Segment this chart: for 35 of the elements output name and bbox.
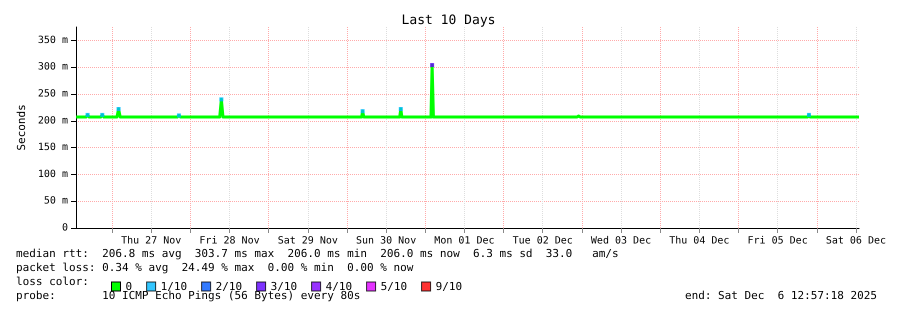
text: median rtt: 206.8 ms avg 303.7 ms max 206.0 ms min 206.0 ms now 6.3 ms sd 33.0 am/s [16, 247, 619, 260]
point [219, 97, 224, 102]
x-tick-label: Sat 06 Dec [826, 236, 886, 246]
legend-title: loss color: [16, 275, 89, 288]
point [116, 107, 121, 112]
x-tick-label: Wed 03 Dec [590, 236, 652, 246]
y-tick-label: 0 [62, 222, 68, 234]
text: end: Sat Dec 6 12:57:18 2025 [684, 289, 878, 302]
x-tick-label: Sat 29 Nov [278, 236, 338, 246]
legend-label: 5/10 [380, 280, 408, 293]
y-tick-label: 100 m [38, 168, 68, 180]
point [100, 112, 104, 117]
y-tick-label: 250 m [38, 88, 68, 100]
x-tick-label: Thu 27 Nov [121, 236, 182, 246]
y-tick-label: 150 m [38, 142, 68, 154]
text: packet loss: 0.34 % avg 24.49 % max 0.00 % min 0.00 % now [16, 261, 414, 274]
chart-title: Last 10 Days [402, 13, 496, 28]
x-tick-label: Mon 01 Dec [434, 236, 495, 246]
point [176, 113, 181, 118]
point [398, 107, 403, 112]
y-tick-label: 50 m [44, 196, 68, 207]
point [430, 63, 434, 68]
y-axis-title: Seconds [15, 104, 28, 151]
y-tick-label: 350 m [38, 34, 68, 46]
x-tick-label: Thu 04 Dec [669, 236, 730, 246]
x-tick-label: Tue 02 Dec [512, 236, 573, 246]
x-tick-label: Fri 05 Dec [748, 236, 808, 246]
point [806, 112, 811, 117]
x-tick-label: Fri 28 Nov [199, 236, 260, 246]
legend-label: 9/10 [436, 280, 462, 293]
x-tick-label: Sun 30 Nov [356, 236, 416, 246]
y-tick-label: 200 m [38, 115, 68, 126]
point [360, 109, 365, 114]
point [86, 112, 90, 117]
y-tick-label: 300 m [38, 62, 68, 73]
